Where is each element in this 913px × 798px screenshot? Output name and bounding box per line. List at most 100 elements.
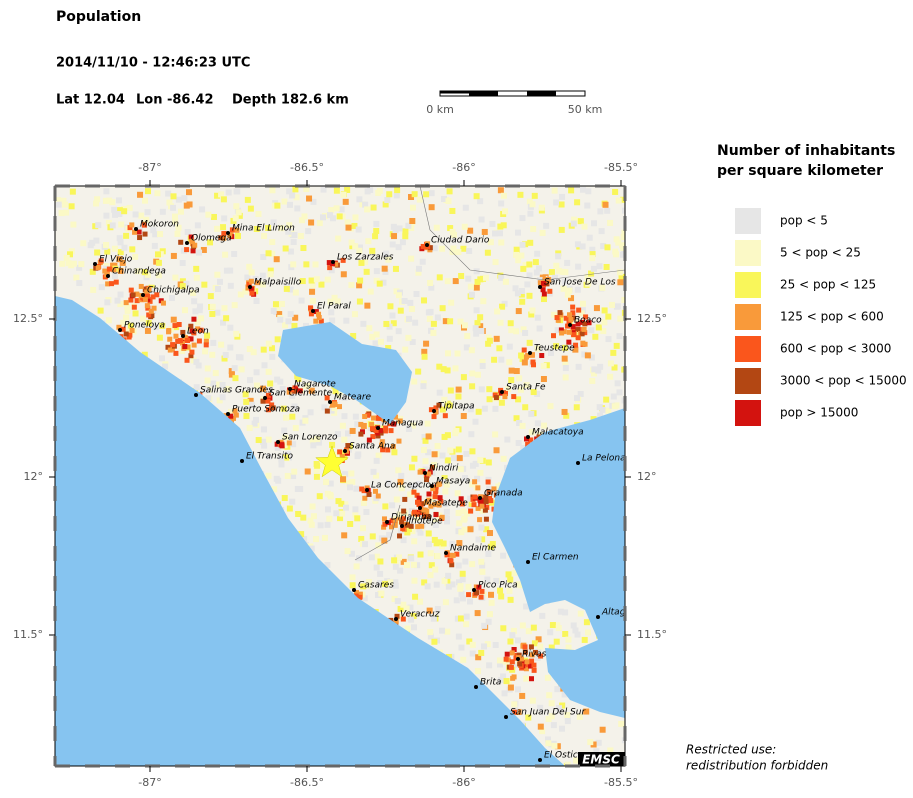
population-cell xyxy=(228,408,235,415)
population-cell xyxy=(434,552,441,559)
population-cell xyxy=(194,222,201,229)
population-cell xyxy=(566,329,572,335)
population-cell xyxy=(467,526,474,533)
population-cell xyxy=(496,230,503,237)
population-cell xyxy=(116,324,122,330)
population-cell xyxy=(246,377,253,384)
population-cell xyxy=(511,647,517,653)
population-cell xyxy=(219,382,226,389)
population-cell xyxy=(547,349,554,356)
population-cell xyxy=(439,514,445,520)
population-cell xyxy=(421,507,427,513)
population-cell xyxy=(500,455,507,462)
population-cell xyxy=(486,386,493,393)
population-cell xyxy=(168,294,175,301)
population-cell xyxy=(469,561,476,568)
population-cell xyxy=(389,502,396,509)
population-cell xyxy=(513,328,520,335)
city-dot xyxy=(141,293,145,297)
population-cell xyxy=(440,540,447,547)
population-cell xyxy=(558,226,565,233)
population-cell xyxy=(409,339,416,346)
population-cell xyxy=(98,284,105,291)
population-cell xyxy=(260,426,267,433)
population-cell xyxy=(426,491,432,497)
population-cell xyxy=(382,503,389,510)
population-cell xyxy=(621,309,625,316)
population-cell xyxy=(474,320,481,327)
population-cell xyxy=(407,604,414,611)
population-cell xyxy=(173,350,179,356)
population-cell xyxy=(395,328,402,335)
population-cell xyxy=(242,391,249,398)
population-cell xyxy=(360,583,367,590)
population-cell xyxy=(537,643,544,650)
notice: redistribution forbidden xyxy=(686,759,828,773)
population-cell xyxy=(407,299,414,306)
population-cell xyxy=(123,331,129,337)
population-cell xyxy=(227,267,234,274)
legend-swatch xyxy=(735,400,761,426)
population-cell xyxy=(132,310,139,317)
population-cell xyxy=(221,235,227,241)
population-cell xyxy=(607,219,614,226)
population-cell xyxy=(333,510,340,517)
population-cell xyxy=(508,664,514,670)
population-cell xyxy=(447,447,454,454)
population-cell xyxy=(528,644,534,650)
population-cell xyxy=(435,482,441,488)
population-cell xyxy=(455,249,462,256)
population-cell xyxy=(593,748,600,755)
population-cell xyxy=(458,529,465,536)
population-cell xyxy=(246,263,253,270)
population-cell xyxy=(466,592,472,598)
population-cell xyxy=(374,592,381,599)
population-cell xyxy=(469,448,476,455)
population-cell xyxy=(267,380,274,387)
population-cell xyxy=(402,496,408,502)
population-cell xyxy=(170,193,177,200)
population-cell xyxy=(492,431,499,438)
population-cell xyxy=(528,429,535,436)
population-cell xyxy=(485,459,492,466)
population-cell xyxy=(527,239,534,246)
population-cell xyxy=(103,242,110,249)
population-cell xyxy=(198,315,205,322)
population-cell xyxy=(55,197,62,204)
population-cell xyxy=(528,663,534,669)
population-cell xyxy=(532,649,538,655)
lat-label: 12° xyxy=(637,470,657,483)
population-cell xyxy=(412,593,419,600)
population-cell xyxy=(508,327,515,334)
population-cell xyxy=(491,486,497,492)
population-cell xyxy=(455,579,462,586)
population-cell xyxy=(444,350,451,357)
population-cell xyxy=(499,303,506,310)
population-cell xyxy=(604,244,611,251)
scale-start: 0 km xyxy=(426,103,454,116)
population-cell xyxy=(172,323,178,329)
population-cell xyxy=(460,245,467,252)
population-cell xyxy=(498,274,505,281)
population-cell xyxy=(260,398,266,404)
population-cell xyxy=(450,455,457,462)
population-cell xyxy=(359,486,365,492)
population-cell xyxy=(310,198,317,205)
population-cell xyxy=(234,227,240,233)
population-cell xyxy=(313,473,320,480)
population-cell xyxy=(109,222,116,229)
population-cell xyxy=(493,578,500,585)
population-cell xyxy=(389,518,395,524)
lon-label: -87° xyxy=(138,776,161,789)
population-cell xyxy=(576,713,583,720)
population-cell xyxy=(102,268,108,274)
population-cell xyxy=(531,362,537,368)
population-cell xyxy=(421,353,428,360)
population-cell xyxy=(511,569,518,576)
population-cell xyxy=(286,201,293,208)
population-cell xyxy=(613,342,620,349)
population-cell xyxy=(544,736,551,743)
population-cell xyxy=(577,390,584,397)
population-cell xyxy=(391,421,397,427)
